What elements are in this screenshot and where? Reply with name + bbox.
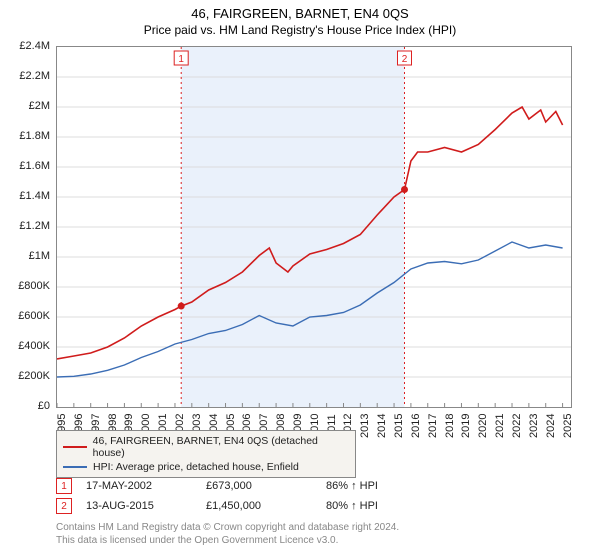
footer-attribution: Contains HM Land Registry data © Crown c… [56, 522, 570, 547]
svg-text:2: 2 [402, 54, 408, 65]
y-tick-label: £2M [0, 100, 50, 112]
chart-title: 46, FAIRGREEN, BARNET, EN4 0QS [0, 0, 600, 21]
y-tick-label: £200K [0, 370, 50, 382]
legend-swatch-property [63, 446, 87, 448]
legend-label-hpi: HPI: Average price, detached house, Enfi… [93, 461, 299, 473]
svg-text:1: 1 [178, 54, 184, 65]
transaction-row: 1 17-MAY-2002 £673,000 86% ↑ HPI [56, 478, 446, 494]
y-tick-label: £0 [0, 400, 50, 412]
y-tick-label: £1.6M [0, 160, 50, 172]
y-tick-label: £1.4M [0, 190, 50, 202]
transaction-date: 13-AUG-2015 [86, 500, 206, 512]
legend-swatch-hpi [63, 466, 87, 468]
transactions-table: 1 17-MAY-2002 £673,000 86% ↑ HPI 2 13-AU… [56, 474, 446, 518]
x-tick-label: 2025 [562, 414, 600, 438]
y-tick-label: £400K [0, 340, 50, 352]
marker-2: 2 [56, 498, 72, 514]
transaction-hpi: 86% ↑ HPI [326, 480, 446, 492]
marker-1: 1 [56, 478, 72, 494]
chart-subtitle: Price paid vs. HM Land Registry's House … [0, 21, 600, 37]
legend: 46, FAIRGREEN, BARNET, EN4 0QS (detached… [56, 430, 356, 478]
legend-label-property: 46, FAIRGREEN, BARNET, EN4 0QS (detached… [93, 435, 349, 459]
transaction-date: 17-MAY-2002 [86, 480, 206, 492]
y-tick-label: £1.8M [0, 130, 50, 142]
y-tick-label: £600K [0, 310, 50, 322]
transaction-hpi: 80% ↑ HPI [326, 500, 446, 512]
y-tick-label: £800K [0, 280, 50, 292]
transaction-price: £1,450,000 [206, 500, 326, 512]
legend-item-hpi: HPI: Average price, detached house, Enfi… [63, 460, 349, 474]
plot-area: 12 [56, 46, 572, 408]
transaction-price: £673,000 [206, 480, 326, 492]
y-tick-label: £1M [0, 250, 50, 262]
legend-item-property: 46, FAIRGREEN, BARNET, EN4 0QS (detached… [63, 434, 349, 460]
y-tick-label: £2.2M [0, 70, 50, 82]
plot-svg: 12 [57, 47, 571, 407]
chart-container: 46, FAIRGREEN, BARNET, EN4 0QS Price pai… [0, 0, 600, 560]
transaction-row: 2 13-AUG-2015 £1,450,000 80% ↑ HPI [56, 498, 446, 514]
y-tick-label: £2.4M [0, 40, 50, 52]
y-tick-label: £1.2M [0, 220, 50, 232]
